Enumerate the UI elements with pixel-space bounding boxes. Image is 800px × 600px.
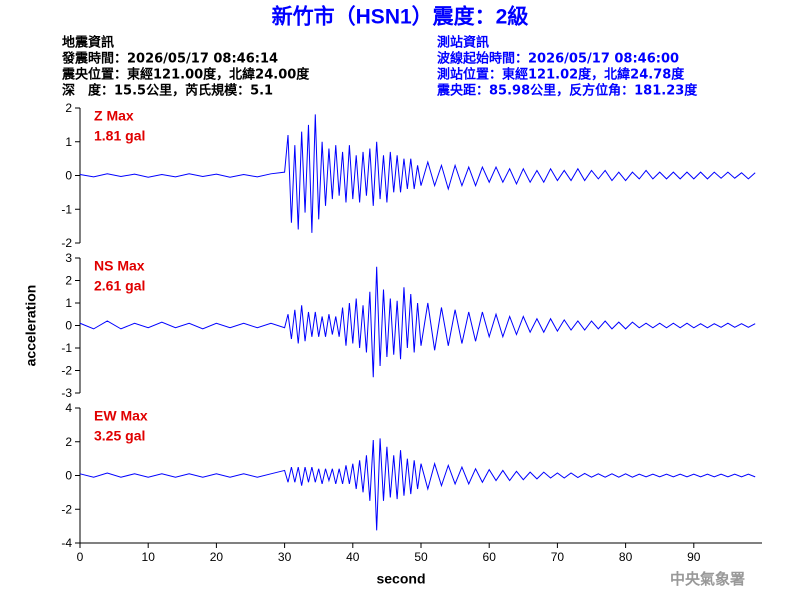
- y-tick-label: 0: [65, 169, 72, 183]
- y-tick-label: 4: [65, 401, 72, 415]
- max-value: 3.25 gal: [94, 428, 145, 444]
- y-tick-label: 1: [65, 296, 72, 310]
- max-label: EW Max: [94, 408, 148, 424]
- info-right: 測站資訊: [437, 35, 489, 51]
- y-tick-label: 3: [65, 251, 72, 265]
- waveform: [79, 438, 756, 531]
- y-tick-label: -2: [61, 502, 72, 516]
- x-tick-label: 10: [142, 550, 156, 564]
- info-left: 地震資訊: [62, 35, 114, 51]
- info-right: 震央距：85.98公里，反方位角：181.23度: [436, 83, 698, 99]
- page-title: 新竹市（HSN1）震度：2級: [272, 5, 529, 29]
- y-tick-label: -3: [61, 386, 72, 400]
- max-value: 1.81 gal: [94, 128, 145, 144]
- x-tick-label: 20: [210, 550, 224, 564]
- y-tick-label: -2: [61, 364, 72, 378]
- max-label: Z Max: [94, 108, 134, 124]
- x-tick-label: 90: [687, 550, 701, 564]
- watermark: 中央氣象署: [670, 570, 745, 588]
- y-tick-label: -2: [61, 236, 72, 250]
- info-left: 震央位置：東經121.00度，北緯24.00度: [61, 67, 310, 83]
- y-tick-label: 2: [65, 274, 72, 288]
- x-tick-label: 30: [278, 550, 292, 564]
- y-axis-label: acceleration: [23, 285, 39, 367]
- x-axis-label: second: [376, 571, 425, 587]
- y-tick-label: 0: [65, 469, 72, 483]
- waveform: [79, 114, 756, 233]
- x-tick-label: 50: [414, 550, 428, 564]
- info-left: 發震時間：2026/05/17 08:46:14: [61, 51, 278, 67]
- info-left: 深 度：15.5公里，芮氏規模：5.1: [62, 83, 273, 99]
- info-right: 測站位置：東經121.02度，北緯24.78度: [437, 67, 685, 83]
- info-right: 波線起始時間：2026/05/17 08:46:00: [437, 51, 679, 67]
- y-tick-label: 2: [65, 101, 72, 115]
- x-tick-label: 40: [346, 550, 360, 564]
- max-label: NS Max: [94, 258, 145, 274]
- max-value: 2.61 gal: [94, 278, 145, 294]
- y-tick-label: 1: [65, 135, 72, 149]
- x-tick-label: 60: [483, 550, 497, 564]
- x-tick-label: 80: [619, 550, 633, 564]
- x-tick-label: 0: [77, 550, 84, 564]
- y-tick-label: 0: [65, 319, 72, 333]
- y-tick-label: -1: [61, 341, 72, 355]
- y-tick-label: -4: [61, 536, 72, 550]
- y-tick-label: 2: [65, 435, 72, 449]
- x-tick-label: 70: [551, 550, 565, 564]
- y-tick-label: -1: [61, 202, 72, 216]
- waveform: [79, 266, 756, 378]
